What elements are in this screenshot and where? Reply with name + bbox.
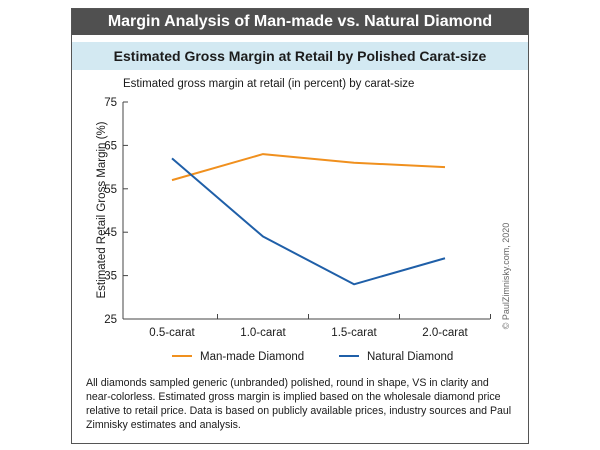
y-tick-label: 25 bbox=[104, 314, 117, 326]
figure-title: Margin Analysis of Man-made vs. Natural … bbox=[72, 9, 528, 35]
figure-subtitle: Estimated Gross Margin at Retail by Poli… bbox=[72, 42, 528, 70]
y-axis-label: Estimated Retail Gross Margin (%) bbox=[96, 121, 108, 298]
y-tick-label: 75 bbox=[104, 97, 117, 109]
x-tick-label: 0.5-carat bbox=[149, 327, 195, 339]
copyright-note: © PaulZimnisky.com, 2020 bbox=[501, 223, 511, 330]
y-tick-label: 55 bbox=[104, 184, 117, 196]
y-tick-label: 65 bbox=[104, 140, 117, 152]
x-tick-label: 2.0-carat bbox=[422, 327, 468, 339]
line-chart: Estimated gross margin at retail (in per… bbox=[96, 78, 511, 363]
y-tick-label: 35 bbox=[104, 271, 117, 283]
figure-frame: Margin Analysis of Man-made vs. Natural … bbox=[71, 8, 529, 444]
y-tick-label: 45 bbox=[104, 227, 117, 239]
series-line-natural-diamond bbox=[171, 157, 446, 286]
x-tick-label: 1.5-carat bbox=[331, 327, 377, 339]
x-tick-label: 1.0-carat bbox=[240, 327, 286, 339]
series-line-man-made-diamond bbox=[171, 153, 446, 182]
figure-caption: All diamonds sampled generic (unbranded)… bbox=[86, 377, 512, 431]
chart-title: Estimated gross margin at retail (in per… bbox=[123, 78, 414, 90]
legend-label: Man-made Diamond bbox=[200, 351, 304, 363]
legend-label: Natural Diamond bbox=[367, 351, 453, 363]
